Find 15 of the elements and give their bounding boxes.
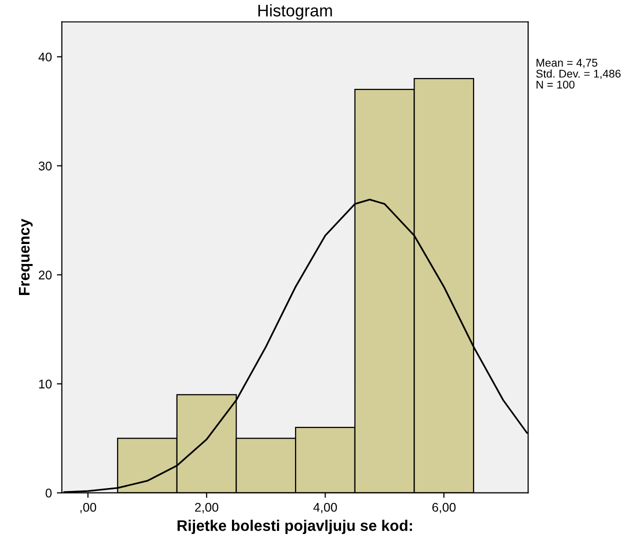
y-tick-label: 20 bbox=[38, 270, 52, 280]
x-tick-label: ,00 bbox=[80, 502, 96, 514]
y-axis-title: Frequency bbox=[18, 218, 33, 295]
y-tick-label: 40 bbox=[38, 52, 52, 62]
text: Mean = 4,75 bbox=[536, 58, 598, 68]
x-tick-label: 2,00 bbox=[195, 502, 218, 514]
x-tick-label: 4,00 bbox=[313, 502, 337, 514]
text: N = 100 bbox=[536, 80, 575, 89]
y-tick-label: 30 bbox=[38, 162, 52, 170]
chart-title: Histogram bbox=[258, 4, 332, 20]
x-axis-title: Rijetke bolesti pojavljuju se kod: bbox=[178, 520, 412, 534]
y-tick-label: 10 bbox=[39, 380, 52, 388]
x-tick-label: 6,00 bbox=[432, 502, 456, 514]
y-tick-label: 0 bbox=[46, 488, 52, 498]
text: Std. Dev. = 1,486 bbox=[536, 69, 621, 79]
